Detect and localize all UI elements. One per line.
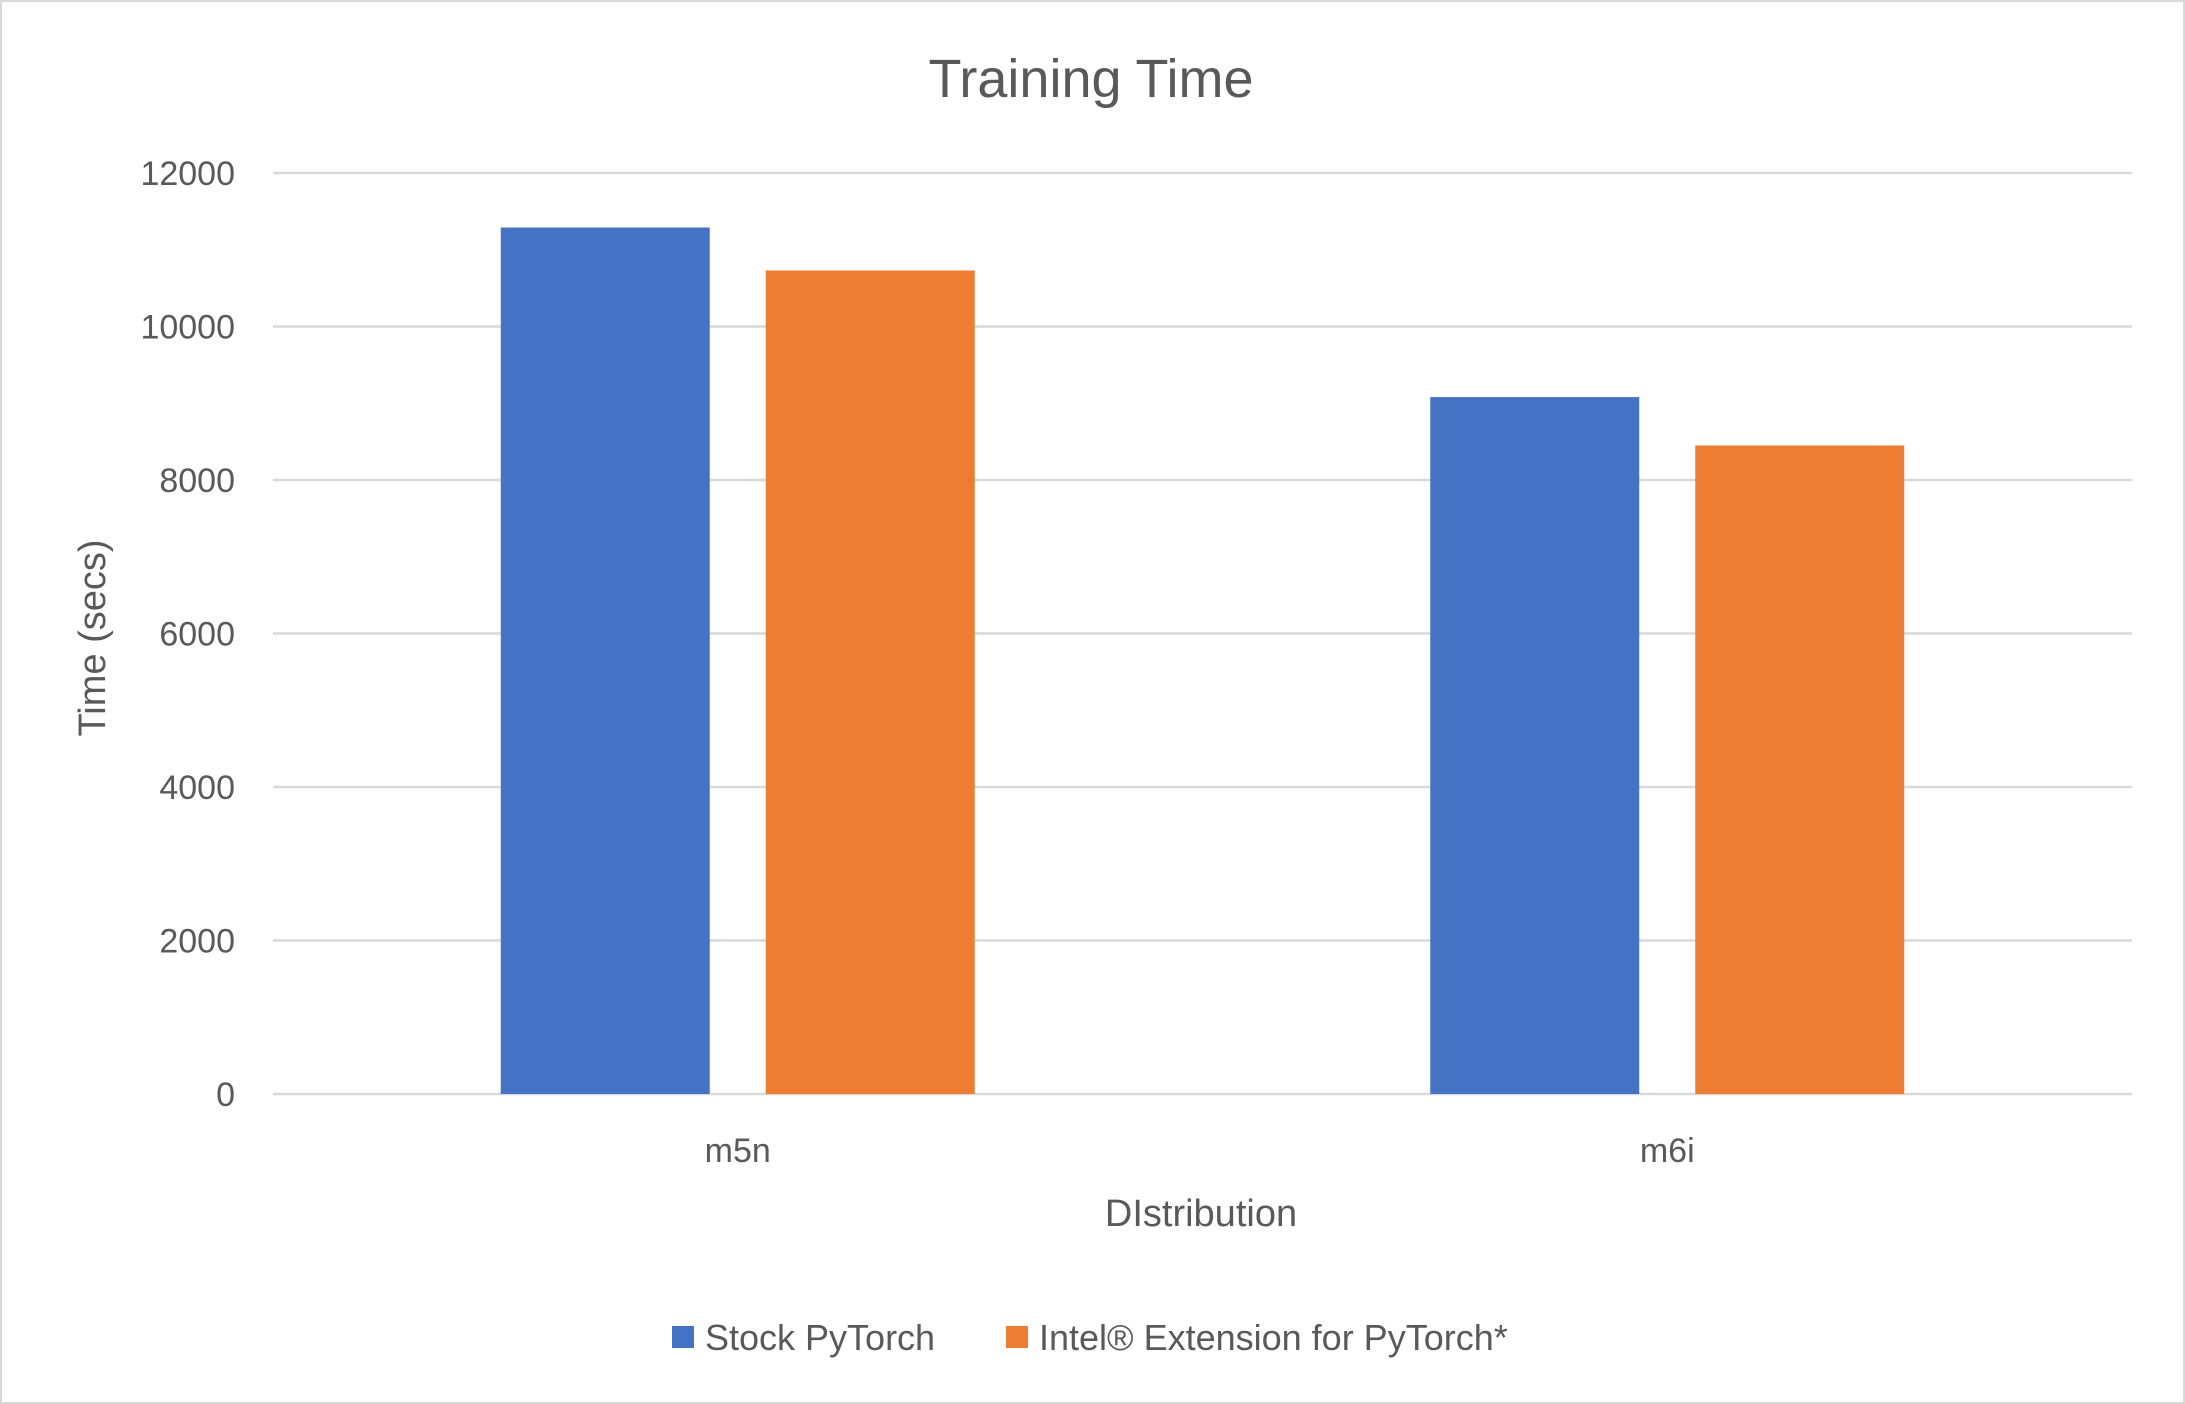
y-axis-ticks: 0 2000 4000 6000 8000 10000 12000 (140, 155, 235, 1114)
chart-title: Training Time (928, 49, 1253, 109)
bar-m5n-stock-pytorch (500, 227, 710, 1094)
x-axis-title: DIstribution (1105, 1193, 1297, 1235)
legend-swatch (672, 1326, 694, 1348)
y-tick-label: 8000 (159, 462, 235, 500)
legend-label: Stock PyTorch (705, 1317, 935, 1358)
bar-m5n-intel-extension (765, 270, 975, 1094)
y-tick-label: 6000 (159, 616, 235, 654)
x-tick-label: m5n (705, 1132, 771, 1170)
legend: Stock PyTorch Intel® Extension for PyTorc… (672, 1317, 1508, 1358)
x-axis-ticks: m5n m6i (705, 1132, 1695, 1170)
legend-label: Intel® Extension for PyTorch* (1039, 1317, 1508, 1358)
y-tick-label: 4000 (159, 769, 235, 807)
legend-swatch (1006, 1326, 1028, 1348)
y-tick-label: 10000 (140, 309, 235, 347)
bar-m6i-intel-extension (1695, 445, 1905, 1094)
y-tick-label: 0 (216, 1076, 235, 1114)
y-axis-title: Time (secs) (72, 539, 114, 736)
y-tick-label: 2000 (159, 923, 235, 961)
bars (500, 227, 1905, 1094)
y-tick-label: 12000 (140, 155, 235, 193)
bar-m6i-stock-pytorch (1430, 397, 1640, 1094)
x-tick-label: m6i (1640, 1132, 1695, 1170)
